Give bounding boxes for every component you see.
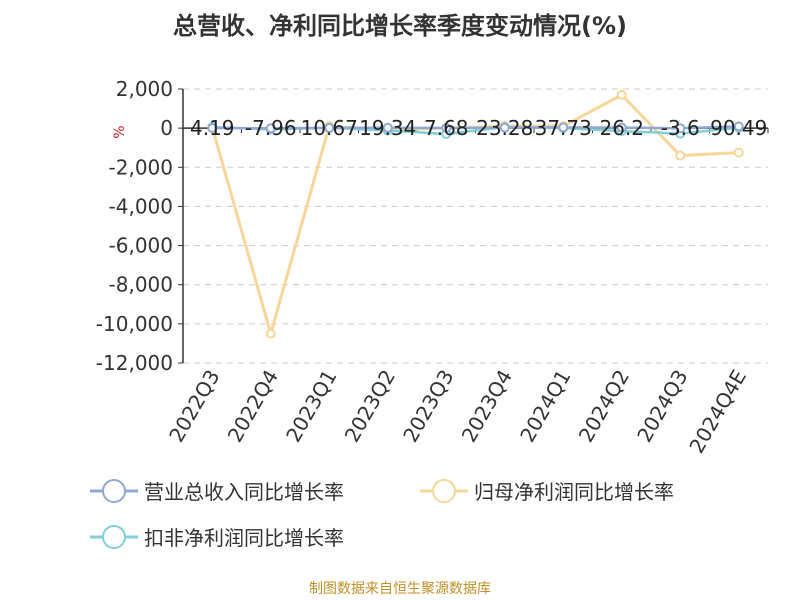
legend-label-deducted-profit: 扣非净利润同比增长率 (144, 526, 344, 550)
data-point (616, 89, 627, 100)
data-label: 26.2 (599, 116, 644, 140)
x-tick-label: 2022Q4 (223, 366, 283, 447)
legend-item-deducted-profit[interactable]: 扣非净利润同比增长率 (90, 522, 344, 551)
data-point (675, 123, 686, 134)
y-tick-label: -6,000 (109, 234, 173, 258)
data-point (499, 122, 510, 133)
y-tick-label: -12,000 (96, 351, 173, 375)
data-label: 23.28 (476, 116, 533, 140)
y-tick-label: -2,000 (109, 155, 173, 179)
x-tick-label: 2023Q3 (398, 366, 458, 447)
y-tick-label: -4,000 (109, 194, 173, 218)
x-tick-label: 2023Q4 (457, 366, 517, 447)
y-tick-label: 0 (160, 116, 173, 140)
data-point (558, 122, 569, 133)
legend-label-net-profit: 归母净利润同比增长率 (474, 480, 674, 504)
data-point (207, 123, 218, 134)
x-tick-label: 2022Q3 (164, 366, 224, 447)
data-point (382, 122, 393, 133)
data-label: 10.67 (301, 116, 358, 140)
legend-item-net-profit[interactable]: 归母净利润同比增长率 (420, 476, 674, 505)
data-point (616, 122, 627, 133)
y-tick-label: 2,000 (116, 77, 173, 101)
data-point (324, 122, 335, 133)
data-point (733, 147, 744, 158)
data-point (265, 328, 276, 339)
data-label: 4.19 (190, 116, 235, 140)
data-label: 37.73 (535, 116, 592, 140)
line-chart: 2,000 0 -2,000 -4,000 -6,000 -8,000 -10,000 -12… (96, 77, 769, 458)
y-tick-label: -10,000 (96, 312, 173, 336)
data-point (733, 121, 744, 132)
x-tick-label: 2024Q2 (574, 366, 634, 447)
legend-label-revenue: 营业总收入同比增长率 (144, 480, 344, 504)
legend-item-revenue[interactable]: 营业总收入同比增长率 (90, 476, 344, 505)
data-point (441, 122, 452, 133)
data-label: 90.49 (710, 116, 767, 140)
source-note: 制图数据来自恒生聚源数据库 (309, 581, 491, 597)
x-tick-label: 2024Q1 (515, 366, 575, 447)
x-tick-label: 2024Q4E (684, 366, 751, 458)
data-point (265, 123, 276, 134)
legend-swatch-deducted-profit (90, 524, 138, 549)
chart-title: 总营收、净利同比增长率季度变动情况(%) (173, 12, 627, 40)
x-tick-label: 2024Q3 (632, 366, 692, 447)
data-point (675, 150, 686, 161)
data-label: 19.34 (359, 116, 416, 140)
y-tick-label: -8,000 (109, 273, 173, 297)
data-label: -7.96 (245, 116, 297, 140)
legend-swatch-revenue (90, 478, 138, 503)
x-tick-label: 2023Q2 (340, 366, 400, 447)
series-line (212, 125, 739, 130)
data-label: -3.6 (661, 116, 700, 140)
data-label: 7.68 (424, 116, 469, 140)
x-tick-label: 2023Q1 (281, 366, 341, 447)
legend-swatch-net-profit (420, 478, 468, 503)
y-axis-label: % (112, 125, 128, 138)
